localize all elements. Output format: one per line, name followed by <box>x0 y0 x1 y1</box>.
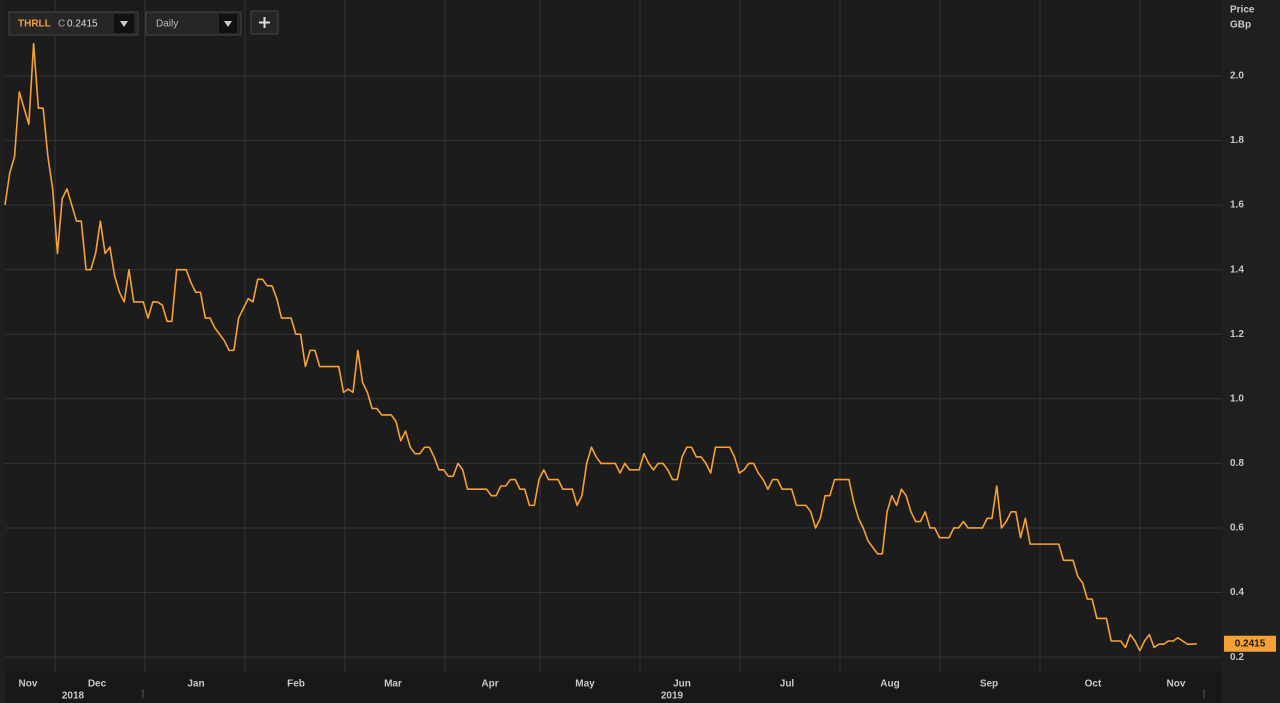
y-tick-label: 0.6 <box>1230 523 1244 534</box>
plus-icon <box>259 17 270 28</box>
interval-box[interactable] <box>145 11 242 36</box>
plot-area <box>5 0 1222 672</box>
y-tick-label: 1.0 <box>1230 393 1244 404</box>
year-label: 2018 <box>62 691 85 702</box>
last-price-label: 0.2415 <box>1235 638 1266 649</box>
y-tick-label: 1.2 <box>1230 329 1244 340</box>
y-axis-unit: GBp <box>1230 20 1251 31</box>
x-tick-label: Jan <box>187 679 204 690</box>
y-tick-label: 2.0 <box>1230 71 1244 82</box>
ticker: THRLL <box>18 19 51 30</box>
dropdown-arrow <box>120 21 128 27</box>
ticker-box[interactable] <box>8 11 139 36</box>
y-axis-title: Price <box>1230 5 1255 16</box>
x-axis-area <box>5 672 1222 703</box>
plot <box>4 42 1198 652</box>
grid <box>5 0 1222 672</box>
price-line <box>4 42 1198 652</box>
interval: Daily <box>156 19 178 30</box>
y-tick-label: 0.4 <box>1230 587 1244 598</box>
x-tick-label: Sep <box>980 679 998 690</box>
y-tick-label: 1.6 <box>1230 200 1244 211</box>
y-tick-label: 1.4 <box>1230 264 1244 275</box>
x-tick-label: Dec <box>88 679 107 690</box>
y-tick-label: 0.2 <box>1230 652 1244 663</box>
x-tick-label: Aug <box>880 679 899 690</box>
close-prefix: C <box>58 19 65 30</box>
x-tick-label: Feb <box>287 679 305 690</box>
x-tick-label: Jun <box>673 679 691 690</box>
dropdown-arrow <box>224 21 232 27</box>
year-label: 2019 <box>661 691 684 702</box>
x-tick-label: Nov <box>19 679 38 690</box>
last-price-box <box>1224 635 1276 652</box>
x-tick-label: Jul <box>780 679 795 690</box>
x-tick-label: Mar <box>384 679 402 690</box>
x-tick-label: May <box>575 679 595 690</box>
x-tick-label: Nov <box>1167 679 1186 690</box>
x-tick-label: Oct <box>1085 679 1102 690</box>
x-tick-label: Apr <box>481 679 498 690</box>
y-tick-label: 0.8 <box>1230 458 1244 469</box>
y-tick-label: 1.8 <box>1230 135 1244 146</box>
close-value: 0.2415 <box>67 19 98 30</box>
